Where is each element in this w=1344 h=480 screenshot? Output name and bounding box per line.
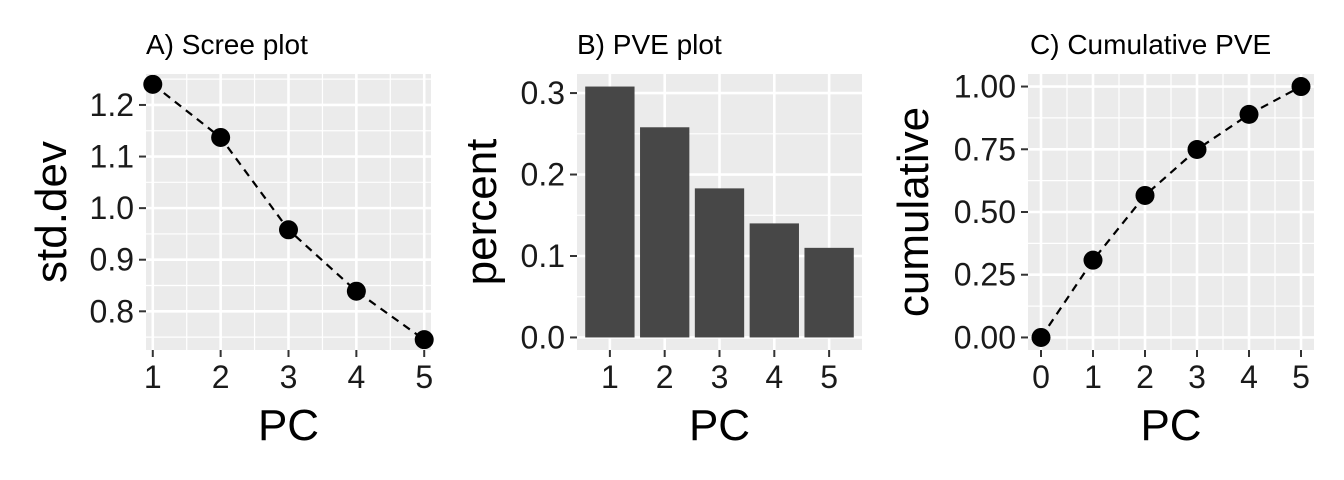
pve-plot-title: B) PVE plot <box>577 29 722 60</box>
scree-plot-x-axis-title: PC <box>258 401 319 450</box>
pve-plot-y-tick-label: 0.1 <box>521 238 565 274</box>
cumulative-pve-marks <box>1031 77 1311 347</box>
cumulative-pve-data-point <box>1187 140 1207 160</box>
scree-plot-data-point <box>279 220 298 240</box>
cumulative-pve-x-tick-label: 4 <box>1240 359 1258 395</box>
cumulative-pve-x-tick-label: 5 <box>1292 359 1310 395</box>
scree-plot-y-tick-label: 0.9 <box>90 242 134 278</box>
cumulative-pve-y-tick-label: 0.00 <box>954 319 1016 355</box>
pve-plot-bar <box>585 86 635 338</box>
cumulative-pve-data-point <box>1083 250 1103 270</box>
scree-plot-x-tick-label: 1 <box>144 359 162 395</box>
pve-plot-y-tick-label: 0.2 <box>521 157 565 193</box>
scree-plot-x-tick-label: 5 <box>415 359 433 395</box>
pve-plot-y-axis-title: percent <box>457 139 506 286</box>
scree-plot-y-tick-label: 1.2 <box>90 87 134 123</box>
cumulative-pve-panel: C) Cumulative PVE 0 1 2 3 4 5 0.00 0.25 0.50 0.75… <box>889 29 1314 450</box>
pve-plot-bar <box>640 127 690 338</box>
pve-plot-x-tick-label: 4 <box>765 359 783 395</box>
scree-plot-data-point <box>346 281 366 301</box>
pve-plot-y-tick-label: 0.3 <box>521 75 565 111</box>
pve-plot-x-tick-label: 5 <box>820 359 838 395</box>
cumulative-pve-data-point <box>1291 77 1311 97</box>
pve-plot-x-tick-label: 1 <box>601 359 619 395</box>
cumulative-pve-data-point <box>1239 104 1259 124</box>
cumulative-pve-gridlines <box>1028 74 1314 350</box>
cumulative-pve-title: C) Cumulative PVE <box>1030 29 1271 60</box>
scree-plot-data-point <box>414 330 434 350</box>
cumulative-pve-series-line <box>1040 85 1302 339</box>
cumulative-pve-y-tick-label: 1.00 <box>954 69 1016 105</box>
pve-plot-bar <box>694 188 745 338</box>
pve-plot-bar <box>804 247 854 338</box>
scree-plot-data-point <box>211 127 231 147</box>
pve-plot-y-tick-label: 0.0 <box>521 319 565 355</box>
cumulative-pve-x-axis-title: PC <box>1140 401 1201 450</box>
pve-plot-x-axis-title: PC <box>689 401 750 450</box>
scree-plot-title: A) Scree plot <box>146 29 308 60</box>
cumulative-pve-x-tick-label: 3 <box>1188 359 1206 395</box>
scree-plot-x-tick-label: 4 <box>347 359 365 395</box>
cumulative-pve-data-point <box>1031 327 1051 347</box>
scree-plot-marks <box>143 74 434 350</box>
scree-plot-y-tick-label: 0.8 <box>90 293 134 329</box>
scree-plot-y-axis-title: std.dev <box>27 141 76 283</box>
scree-plot-axes: 1 2 3 4 5 0.8 0.9 1.0 1.1 1.2 <box>90 87 434 395</box>
pve-plot-bar <box>749 223 799 338</box>
cumulative-pve-axes: 0 1 2 3 4 5 0.00 0.25 0.50 0.75 1.00 <box>954 69 1310 395</box>
cumulative-pve-data-point <box>1135 185 1155 205</box>
cumulative-pve-y-axis-title: cumulative <box>889 107 938 317</box>
cumulative-pve-y-tick-label: 0.50 <box>954 194 1016 230</box>
cumulative-pve-x-tick-label: 2 <box>1136 359 1154 395</box>
cumulative-pve-x-tick-label: 1 <box>1084 359 1102 395</box>
scree-plot-data-point <box>143 74 163 94</box>
pve-plot-marks <box>585 86 854 338</box>
pve-plot-x-tick-label: 2 <box>656 359 674 395</box>
scree-plot-x-tick-label: 2 <box>212 359 230 395</box>
scree-plot-panel: A) Scree plot 1 2 3 4 5 0.8 0.9 1.0 1.1 1.2 PC st… <box>27 29 434 450</box>
cumulative-pve-x-tick-label: 0 <box>1032 359 1050 395</box>
cumulative-pve-y-tick-label: 0.25 <box>954 257 1016 293</box>
pve-plot-x-tick-label: 3 <box>711 359 729 395</box>
pve-plot-panel: B) PVE plot 1 2 3 4 5 0.0 0.1 0.2 0.3 PC percent <box>457 29 862 450</box>
scree-plot-x-tick-label: 3 <box>280 359 298 395</box>
pve-plot-axes: 1 2 3 4 5 0.0 0.1 0.2 0.3 <box>521 75 838 395</box>
scree-plot-y-tick-label: 1.0 <box>90 190 134 226</box>
cumulative-pve-y-tick-label: 0.75 <box>954 131 1016 167</box>
scree-plot-y-tick-label: 1.1 <box>90 139 134 175</box>
